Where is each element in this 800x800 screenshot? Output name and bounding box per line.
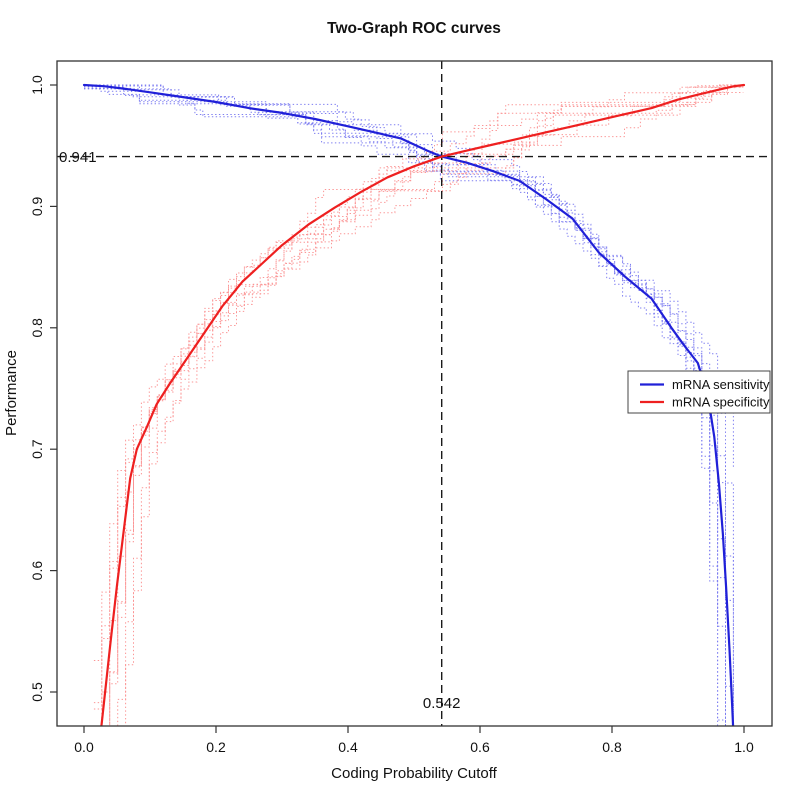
x-tick-label-0.6: 0.6 bbox=[470, 739, 490, 755]
specificity-replicate-curve bbox=[125, 84, 744, 726]
sensitivity-replicate-curve bbox=[84, 84, 734, 470]
sensitivity-replicate-curve bbox=[84, 84, 726, 726]
specificity-replicate-curve bbox=[109, 86, 744, 726]
performance-threshold-label: 0.941 bbox=[59, 149, 97, 166]
sensitivity-replicate-curve bbox=[84, 88, 734, 726]
y-tick-label-0.5: 0.5 bbox=[29, 682, 45, 702]
legend-label-specificity: mRNA specificity bbox=[672, 395, 770, 410]
curves-layer bbox=[84, 84, 744, 726]
x-tick-label-0.4: 0.4 bbox=[338, 739, 358, 755]
y-tick-label-0.6: 0.6 bbox=[29, 561, 45, 581]
legend-box bbox=[627, 370, 771, 414]
mRNA-specificity-mean-curve bbox=[100, 83, 746, 726]
sensitivity-replicate-curve bbox=[84, 86, 734, 726]
sensitivity-replicate-curve bbox=[84, 84, 719, 726]
mean-curves-layer bbox=[82, 83, 746, 726]
sensitivity-replicate-curve bbox=[84, 87, 734, 707]
specificity-replicate-curve bbox=[117, 84, 744, 726]
x-tick-label-0.2: 0.2 bbox=[206, 739, 226, 755]
cutoff-threshold-label: 0.542 bbox=[423, 695, 461, 712]
sensitivity-replicate-curve bbox=[84, 84, 726, 726]
y-tick-label-1.0: 1.0 bbox=[29, 75, 45, 95]
x-tick-label-1.0: 1.0 bbox=[734, 739, 754, 755]
chart-title: Two-Graph ROC curves bbox=[327, 20, 501, 37]
x-tick-label-0.8: 0.8 bbox=[602, 739, 622, 755]
legend: mRNA sensitivity mRNA specificity bbox=[627, 370, 771, 414]
specificity-replicate-curve bbox=[109, 84, 744, 726]
plot-box bbox=[56, 60, 773, 727]
y-tick-label-0.9: 0.9 bbox=[29, 196, 45, 216]
mRNA-sensitivity-mean-curve bbox=[82, 83, 735, 726]
specificity-replicate-curve bbox=[93, 86, 744, 704]
y-axis-label: Performance bbox=[3, 350, 20, 436]
legend-label-sensitivity: mRNA sensitivity bbox=[672, 377, 770, 392]
axes-layer: 0.0 0.2 0.4 0.6 0.8 1.0 0.5 0.6 0.7 0.8 0.9 1.0 bbox=[29, 75, 754, 755]
specificity-replicate-curve bbox=[101, 84, 744, 726]
sensitivity-replicate-curve bbox=[84, 85, 726, 726]
x-axis-label: Coding Probability Cutoff bbox=[331, 765, 497, 782]
x-tick-label-0.0: 0.0 bbox=[74, 739, 94, 755]
y-tick-label-0.8: 0.8 bbox=[29, 318, 45, 338]
specificity-replicate-curve bbox=[109, 86, 744, 726]
y-tick-label-0.7: 0.7 bbox=[29, 439, 45, 459]
